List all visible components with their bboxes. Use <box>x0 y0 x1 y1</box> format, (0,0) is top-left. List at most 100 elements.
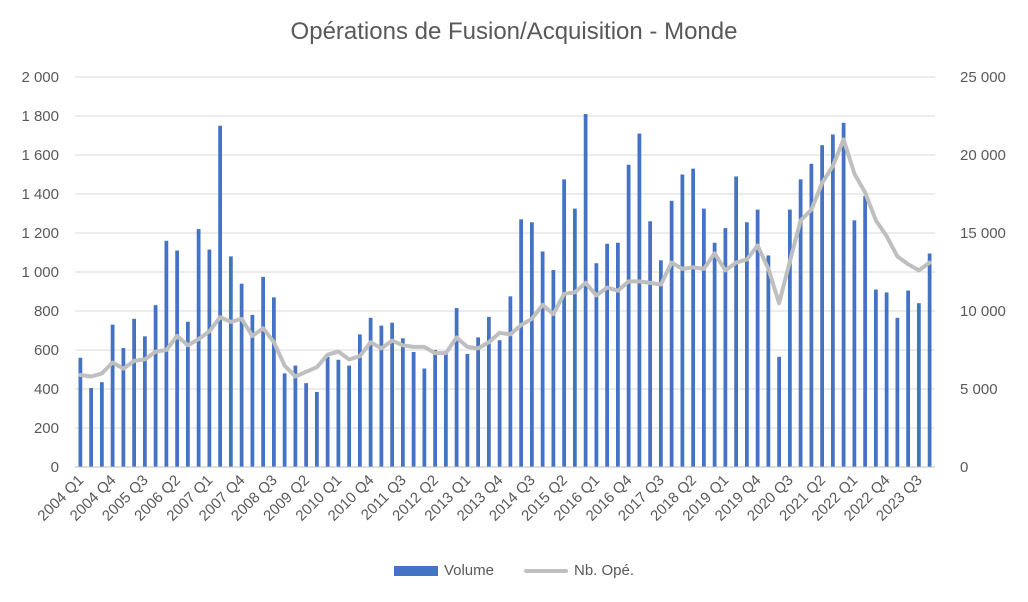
bar-volume <box>562 179 567 467</box>
bar-volume <box>336 359 341 467</box>
bar-volume <box>164 240 169 467</box>
bar-volume <box>701 208 706 467</box>
bar-volume <box>121 348 126 467</box>
bar-volume <box>454 308 459 467</box>
bar-volume <box>723 228 728 467</box>
y-left-tick-label: 800 <box>34 303 59 320</box>
legend-label-volume: Volume <box>443 562 494 579</box>
y-right-tick-label: 20 000 <box>960 147 1006 164</box>
bar-volume <box>830 134 835 467</box>
bar-volume <box>691 168 696 467</box>
bar-volume <box>132 318 137 467</box>
bar-volume <box>540 251 545 467</box>
bar-volume <box>175 250 180 467</box>
bar-volume <box>895 317 900 467</box>
bar-volume <box>884 292 889 467</box>
bar-volume <box>142 336 147 467</box>
y-right-tick-label: 0 <box>960 459 968 476</box>
bar-volume <box>669 200 674 467</box>
bar-volume <box>476 337 481 467</box>
bar-volume <box>712 242 717 467</box>
bar-volume <box>583 114 588 468</box>
bar-volume <box>357 334 362 467</box>
bar-volume <box>615 242 620 467</box>
bar-volume <box>605 243 610 467</box>
y-right-tick-label: 25 000 <box>960 69 1006 86</box>
bar-volume <box>486 316 491 467</box>
y-left-tick-label: 1 800 <box>21 108 59 125</box>
y-left-tick-label: 1 400 <box>21 186 59 203</box>
bar-volume <box>927 253 932 467</box>
bar-volume <box>207 249 212 467</box>
chart-title: Opérations de Fusion/Acquisition - Monde <box>290 18 738 45</box>
bar-volume <box>347 365 352 467</box>
y-left-tick-label: 2 000 <box>21 69 59 86</box>
bar-volume <box>809 163 814 467</box>
bar-volume <box>390 322 395 467</box>
bar-volume <box>841 122 846 467</box>
bar-volume <box>497 340 502 467</box>
bar-volume <box>906 290 911 467</box>
y-right-tick-label: 5 000 <box>960 381 998 398</box>
bar-volume <box>873 289 878 467</box>
bar-volume <box>529 222 534 467</box>
y-left-tick-label: 1 000 <box>21 264 59 281</box>
bar-volume <box>852 220 857 467</box>
bar-volume <box>798 179 803 467</box>
bar-volume <box>637 133 642 468</box>
bar-volume <box>863 195 868 467</box>
bar-volume <box>777 356 782 467</box>
bar-volume <box>89 388 94 467</box>
legend-item-nb-ope: Nb. Opé. <box>524 562 634 579</box>
y-left-tick-label: 1 600 <box>21 147 59 164</box>
bar-volume <box>78 357 83 467</box>
y-left-tick-label: 200 <box>34 420 59 437</box>
bar-volume <box>508 296 513 467</box>
bar-volume <box>196 229 201 467</box>
bar-volume <box>282 373 287 467</box>
bar-volume <box>755 209 760 467</box>
bar-volume <box>787 209 792 467</box>
y-left-tick-label: 600 <box>34 342 59 359</box>
bar-volume <box>250 314 255 467</box>
bar-volume <box>734 176 739 467</box>
bar-volume <box>400 338 405 467</box>
bar-volume <box>658 260 663 467</box>
bar-volume <box>551 270 556 467</box>
bar-volume <box>572 208 577 467</box>
y-left-tick-label: 0 <box>51 459 59 476</box>
legend-swatch-volume <box>393 565 438 576</box>
bar-volume <box>304 383 309 467</box>
legend-label-nb-ope: Nb. Opé. <box>574 562 635 579</box>
bar-volume <box>314 391 319 467</box>
bar-volume <box>239 283 244 467</box>
bar-volume <box>820 145 825 467</box>
y-right-tick-label: 10 000 <box>960 303 1006 320</box>
bar-volume <box>325 356 330 467</box>
y-right-tick-label: 15 000 <box>960 225 1006 242</box>
bar-volume <box>293 365 298 467</box>
chart-legend: Volume Nb. Opé. <box>0 562 1028 579</box>
bar-volume <box>916 303 921 467</box>
y-left-tick-label: 1 200 <box>21 225 59 242</box>
bar-volume <box>228 256 233 467</box>
y-left-tick-label: 400 <box>34 381 59 398</box>
bar-volume <box>766 255 771 467</box>
bar-volume <box>99 382 104 467</box>
bar-volume <box>443 351 448 467</box>
bar-volume <box>519 219 524 467</box>
bar-volume <box>368 317 373 467</box>
line-nb-ope <box>78 137 932 379</box>
bar-volume <box>185 321 190 467</box>
bar-volume <box>110 324 115 467</box>
bar-volume <box>465 353 470 467</box>
bar-volume <box>594 263 599 467</box>
bar-volume <box>422 368 427 467</box>
chart-plot: 0 200 400 600 800 1 000 1 200 1 400 1 600 1 800 2 … <box>21 69 1006 525</box>
bar-volume <box>261 276 266 467</box>
bar-volume <box>153 305 158 467</box>
bar-volume <box>626 164 631 467</box>
bar-volume <box>411 351 416 467</box>
legend-swatch-nb-ope <box>524 568 568 573</box>
